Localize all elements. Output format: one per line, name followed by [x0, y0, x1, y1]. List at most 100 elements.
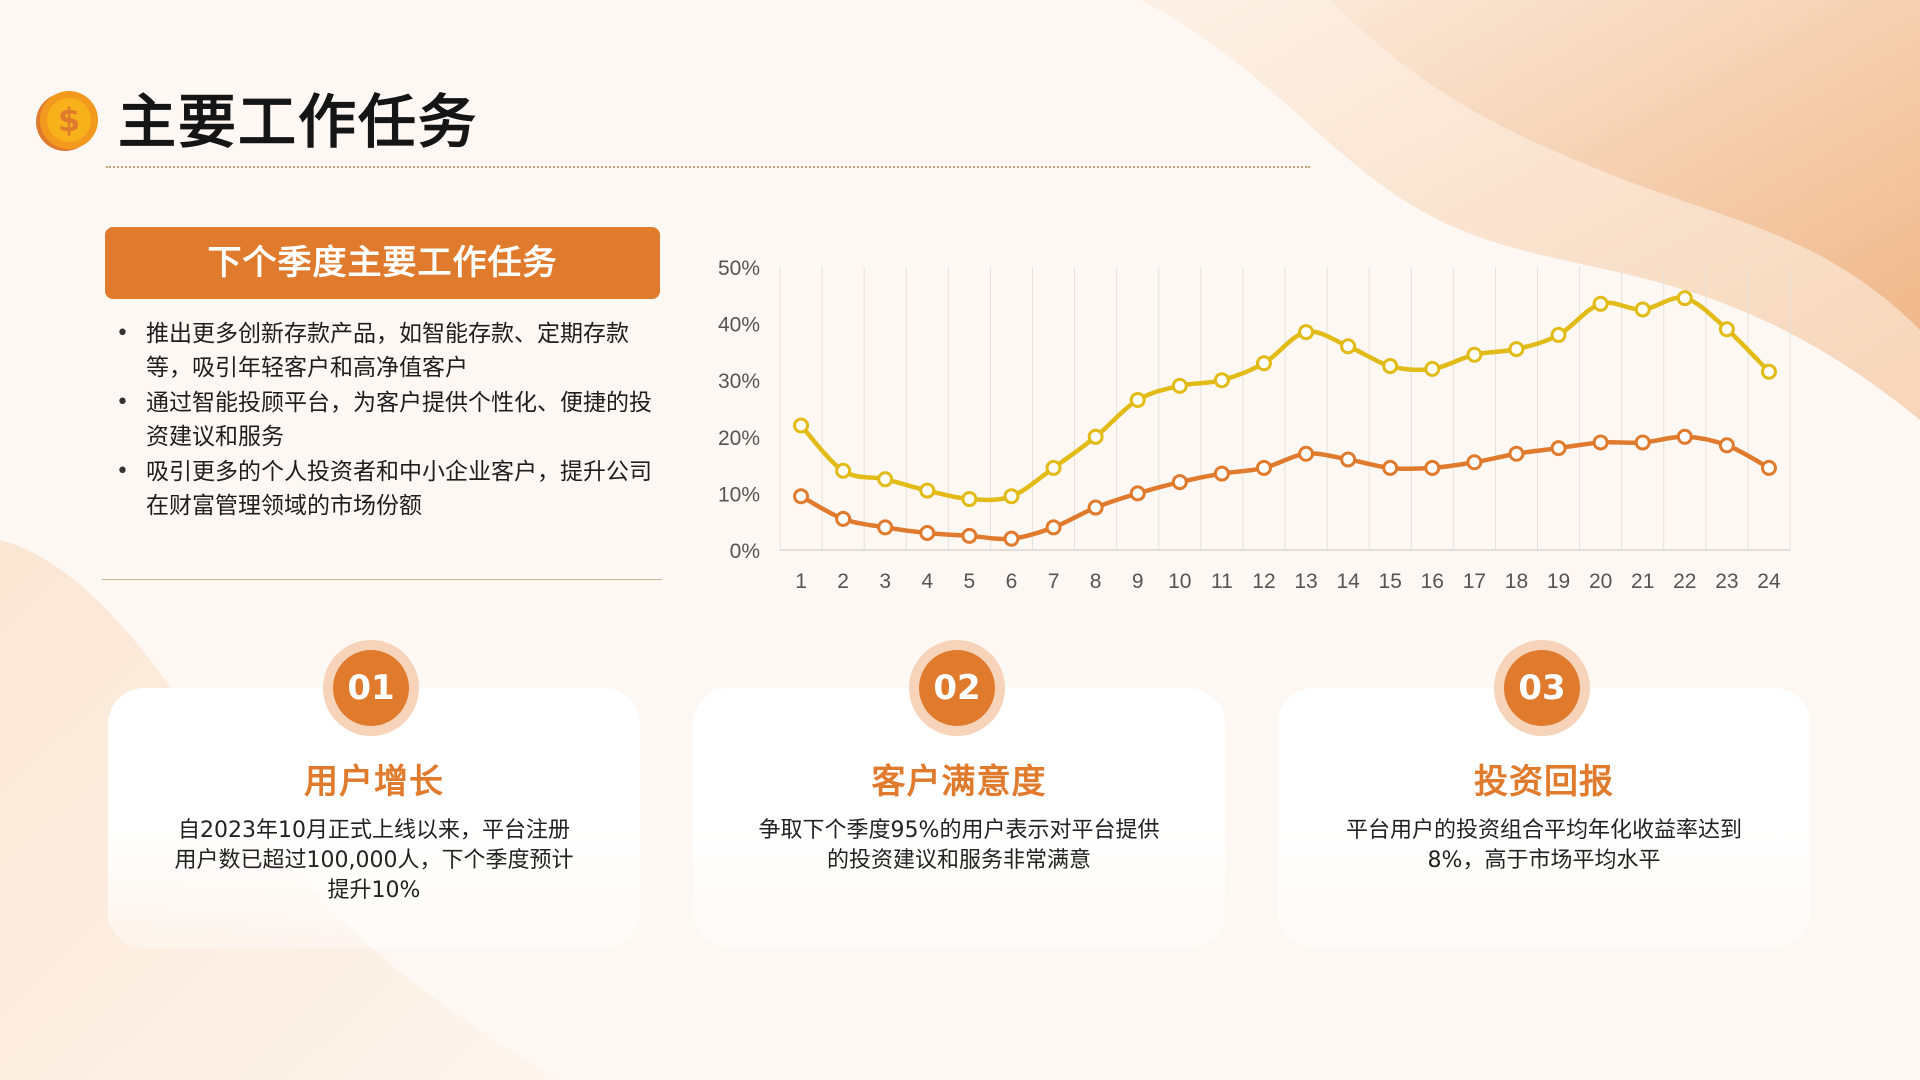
series-1-point	[1129, 392, 1146, 409]
x-tick-label: 3	[879, 570, 891, 593]
y-tick-label: 30%	[718, 370, 760, 393]
card-title: 投资回报	[1474, 762, 1614, 802]
coin-dollar-icon: $	[36, 91, 98, 151]
svg-text:$: $	[58, 101, 80, 139]
series-1-point	[1340, 338, 1357, 355]
series-1-point	[1171, 377, 1188, 394]
series-2-point	[1087, 499, 1104, 516]
series-1-point	[877, 471, 894, 488]
series-2-point	[1340, 451, 1357, 468]
x-tick-label: 1	[795, 570, 807, 593]
x-tick-label: 13	[1294, 570, 1317, 593]
series-1-point	[1592, 295, 1609, 312]
card-title: 客户满意度	[871, 762, 1047, 802]
y-tick-label: 20%	[718, 427, 760, 450]
series-1-point	[1466, 346, 1483, 363]
card-number-badge: 03	[1494, 640, 1590, 736]
series-2-point	[1255, 459, 1272, 476]
series-2-point	[961, 527, 978, 544]
y-tick-label: 0%	[730, 540, 760, 563]
x-tick-label: 8	[1090, 570, 1102, 593]
y-tick-label: 40%	[718, 314, 760, 337]
x-tick-label: 15	[1379, 570, 1402, 593]
series-2-point	[1382, 459, 1399, 476]
page-title: 主要工作任务	[118, 88, 479, 156]
series-2-point	[1466, 454, 1483, 471]
series-1-point	[1718, 321, 1735, 338]
task-bullet-item: 吸引更多的个人投资者和中小企业客户，提升公司在财富管理领域的市场份额	[112, 455, 652, 523]
series-2-point	[1298, 445, 1315, 462]
series-2-point	[1550, 440, 1567, 457]
card-number: 01	[333, 650, 409, 726]
x-tick-label: 9	[1132, 570, 1144, 593]
series-2-point	[919, 525, 936, 542]
x-tick-label: 23	[1715, 570, 1738, 593]
y-tick-label: 50%	[718, 257, 760, 280]
series-1-point	[1003, 488, 1020, 505]
series-1-point	[1634, 301, 1651, 318]
x-tick-label: 6	[1006, 570, 1018, 593]
x-tick-label: 10	[1168, 570, 1191, 593]
task-bullet-list: 推出更多创新存款产品，如智能存款、定期存款等，吸引年轻客户和高净值客户 通过智能…	[112, 317, 652, 524]
title-divider	[106, 166, 1310, 168]
series-2-point	[1424, 459, 1441, 476]
x-tick-label: 17	[1463, 570, 1486, 593]
series-2-point	[1508, 445, 1525, 462]
x-tick-label: 24	[1757, 570, 1781, 593]
series-1-point	[961, 491, 978, 508]
series-1-point	[1087, 428, 1104, 445]
series-1-point	[1676, 290, 1693, 307]
series-2-point	[1592, 434, 1609, 451]
x-tick-label: 22	[1673, 570, 1696, 593]
series-1-point	[793, 417, 810, 434]
card-number: 02	[919, 650, 995, 726]
x-tick-label: 11	[1211, 570, 1233, 593]
card-title: 用户增长	[304, 762, 444, 802]
x-tick-label: 19	[1547, 570, 1570, 593]
x-tick-label: 4	[921, 570, 933, 593]
series-2-point	[877, 519, 894, 536]
y-tick-label: 10%	[718, 483, 760, 506]
task-bullet-item: 推出更多创新存款产品，如智能存款、定期存款等，吸引年轻客户和高净值客户	[112, 317, 652, 385]
task-bullet-item: 通过智能投顾平台，为客户提供个性化、便捷的投资建议和服务	[112, 386, 652, 454]
x-tick-label: 18	[1505, 570, 1528, 593]
panel-divider	[102, 579, 662, 580]
series-2-point	[1045, 519, 1062, 536]
series-2-point	[1129, 485, 1146, 502]
series-1-point	[1213, 372, 1230, 389]
series-1-point	[835, 462, 852, 479]
series-2-point	[1213, 465, 1230, 482]
x-tick-label: 14	[1336, 570, 1360, 593]
x-tick-label: 20	[1589, 570, 1612, 593]
series-1-point	[1550, 326, 1567, 343]
series-1-point	[919, 482, 936, 499]
card-description: 平台用户的投资组合平均年化收益率达到8%，高于市场平均水平	[1345, 818, 1742, 873]
line-chart: 0%10%20%30%40%50%1 2 3 4 5 6 7 8 9 10 11 12 13 14 15 16…	[718, 257, 1791, 593]
x-tick-label: 16	[1421, 570, 1444, 593]
series-1-point	[1382, 358, 1399, 375]
task-section-header: 下个季度主要工作任务	[105, 227, 660, 299]
series-2-point	[1634, 434, 1651, 451]
x-tick-label: 21	[1631, 570, 1654, 593]
series-1-point	[1045, 459, 1062, 476]
series-2-point	[835, 510, 852, 527]
series-2-point	[1718, 437, 1735, 454]
x-tick-label: 5	[964, 570, 976, 593]
card-number: 03	[1504, 650, 1580, 726]
card-description: 自2023年10月正式上线以来，平台注册用户数已超过100,000人，下个季度预…	[174, 818, 574, 903]
card-number-badge: 02	[909, 640, 1005, 736]
card-description: 争取下个季度95%的用户表示对平台提供的投资建议和服务非常满意	[758, 818, 1160, 873]
series-2-point	[1171, 474, 1188, 491]
series-1-point	[1760, 363, 1777, 380]
x-tick-label: 12	[1252, 570, 1275, 593]
x-tick-label: 7	[1048, 570, 1060, 593]
x-tick-label: 2	[837, 570, 849, 593]
series-2-point	[1760, 459, 1777, 476]
card-number-badge: 01	[323, 640, 419, 736]
series-2-point	[793, 488, 810, 505]
series-1-point	[1424, 360, 1441, 377]
series-1-point	[1255, 355, 1272, 372]
series-1-point	[1508, 341, 1525, 358]
kpi-card-user-growth: 用户增长 自2023年10月正式上线以来，平台注册用户数已超过100,000人，…	[108, 688, 640, 948]
series-1-point	[1298, 324, 1315, 341]
